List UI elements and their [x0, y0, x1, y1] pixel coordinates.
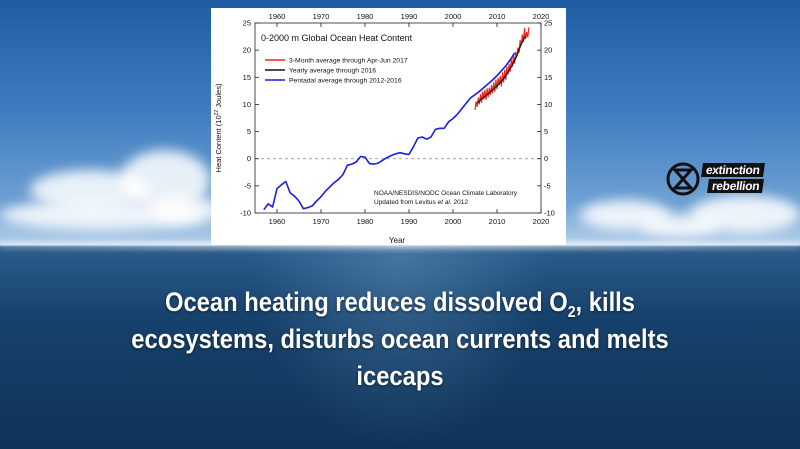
x-tick-label-top: 1980: [357, 12, 374, 21]
x-tick-label-bottom: 1990: [401, 217, 418, 226]
x-tick-label-bottom: 2010: [489, 217, 506, 226]
x-tick-label-top: 2020: [533, 12, 550, 21]
credit-etal: et al.: [438, 199, 452, 206]
caption-line-1-b: , kills: [575, 287, 636, 317]
y-tick-label-right: -10: [544, 209, 555, 218]
x-tick-label-top: 1960: [269, 12, 286, 21]
x-tick-label-bottom: 1960: [269, 217, 286, 226]
y-tick-label-left: 10: [243, 100, 251, 109]
y-tick-label-left: -5: [244, 181, 251, 190]
ocean-heat-chart: 1960 1960 1970 1970 1980 1980 1990 1990 2000 2000…: [211, 8, 566, 245]
legend-label-1: 3-Month average through Apr-Jun 2017: [289, 58, 408, 65]
logo-word-rebellion: rebellion: [707, 179, 765, 193]
credit-prefix: Updated from Levitus: [374, 199, 438, 206]
hourglass-earth-icon: [666, 162, 700, 196]
x-tick-label-top: 2000: [445, 12, 462, 21]
y-tick-label-left: 0: [247, 154, 251, 163]
caption-subscript: 2: [567, 304, 576, 321]
series-layer: [263, 27, 530, 211]
chart-title: 0-2000 m Global Ocean Heat Content: [261, 33, 413, 43]
y-tick-label-right: 5: [544, 127, 548, 136]
caption-line-2: ecosystems, disturbs ocean currents and …: [131, 324, 669, 354]
y-tick-label-right: 10: [544, 100, 552, 109]
series-line-3: [263, 52, 516, 211]
caption-line-1: Ocean heating reduces dissolved O2, kill…: [83, 284, 717, 321]
legend-label-2: Yearly average through 2016: [289, 68, 376, 75]
y-tick-label-right: 20: [544, 46, 552, 55]
plot-frame: [254, 22, 542, 214]
x-tick-label-top: 1990: [401, 12, 418, 21]
y-tick-label-left: -10: [240, 209, 251, 218]
legend-layer: 3-Month average through Apr-Jun 2017 Year…: [265, 58, 408, 85]
y-tick-label-right: 15: [544, 73, 552, 82]
x-tick-label-bottom: 2000: [445, 217, 462, 226]
extinction-rebellion-logo: extinction rebellion: [666, 160, 776, 196]
credit-line-1: NOAA/NESDIS/NODC Ocean Climate Laborator…: [374, 190, 518, 197]
y-label-main: Heat Content (10: [214, 115, 223, 172]
caption-line-1-a: Ocean heating reduces dissolved O: [164, 287, 568, 317]
y-label-exponent: 22: [214, 110, 220, 116]
chart-svg: 1960196019701970198019801990199020002000…: [214, 12, 555, 245]
x-tick-label-bottom: 1980: [357, 217, 374, 226]
y-axis-label: Heat Content (1022 Joules): [214, 83, 223, 172]
y-tick-label-right: 0: [544, 154, 548, 163]
y-tick-label-left: 25: [243, 19, 251, 28]
credit-suffix: 2012: [452, 199, 469, 206]
y-tick-label-left: 5: [247, 127, 251, 136]
x-axis-label: Year: [389, 236, 406, 245]
axes-layer: 1960196019701970198019801990199020002000…: [240, 12, 555, 226]
y-tick-label-left: 20: [243, 46, 251, 55]
series-line-2: [476, 35, 527, 104]
legend-label-3: Pentadal average through 2012-2016: [289, 78, 402, 85]
x-tick-label-bottom: 2020: [533, 217, 550, 226]
horizon: [0, 242, 800, 250]
x-tick-label-top: 2010: [489, 12, 506, 21]
headline-caption: Ocean heating reduces dissolved O2, kill…: [83, 284, 717, 395]
cloud: [150, 195, 220, 225]
caption-line-3: icecaps: [356, 361, 444, 391]
x-tick-label-top: 1970: [313, 12, 330, 21]
y-tick-label-left: 15: [243, 73, 251, 82]
cloud: [640, 215, 720, 237]
logo-word-extinction: extinction: [701, 163, 765, 177]
x-tick-label-bottom: 1970: [313, 217, 330, 226]
y-tick-label-right: -5: [544, 181, 551, 190]
sea-glint: [250, 250, 550, 449]
y-tick-label-right: 25: [544, 19, 552, 28]
credit-line-2: Updated from Levitus et al. 2012: [374, 199, 468, 206]
y-label-tail: Joules): [214, 83, 223, 110]
